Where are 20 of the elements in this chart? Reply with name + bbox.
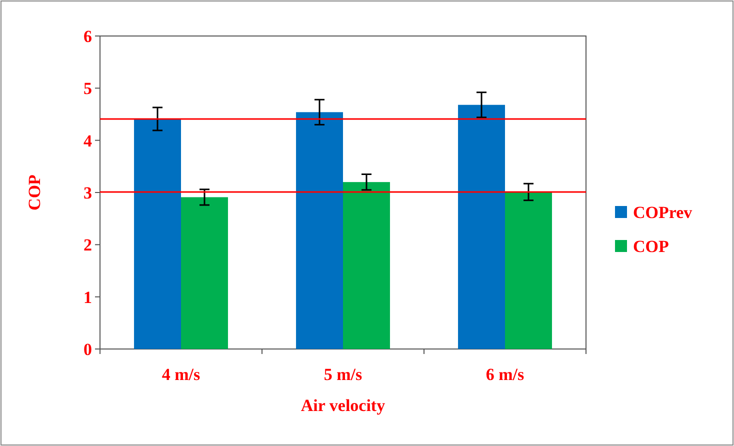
y-tick-label: 2	[84, 236, 92, 255]
bar	[343, 182, 390, 349]
y-tick-label: 5	[84, 79, 92, 98]
bar	[296, 112, 343, 349]
legend-label: COP	[633, 236, 669, 256]
x-axis-title: Air velocity	[300, 396, 386, 415]
x-tick-label: 5 m/s	[324, 365, 363, 384]
y-tick-label: 1	[84, 288, 92, 307]
bar	[458, 104, 505, 349]
x-tick-label: 6 m/s	[486, 365, 525, 384]
x-tick-label: 4 m/s	[162, 365, 201, 384]
y-tick-label: 3	[84, 183, 92, 202]
bar	[181, 197, 228, 349]
bar	[134, 118, 181, 349]
legend-label: COPrev	[633, 202, 693, 222]
y-tick-label: 4	[84, 131, 92, 150]
y-axis-title: COP	[25, 174, 44, 210]
bar	[505, 192, 552, 349]
y-tick-label: 0	[84, 340, 92, 359]
y-tick-label: 6	[84, 26, 92, 46]
